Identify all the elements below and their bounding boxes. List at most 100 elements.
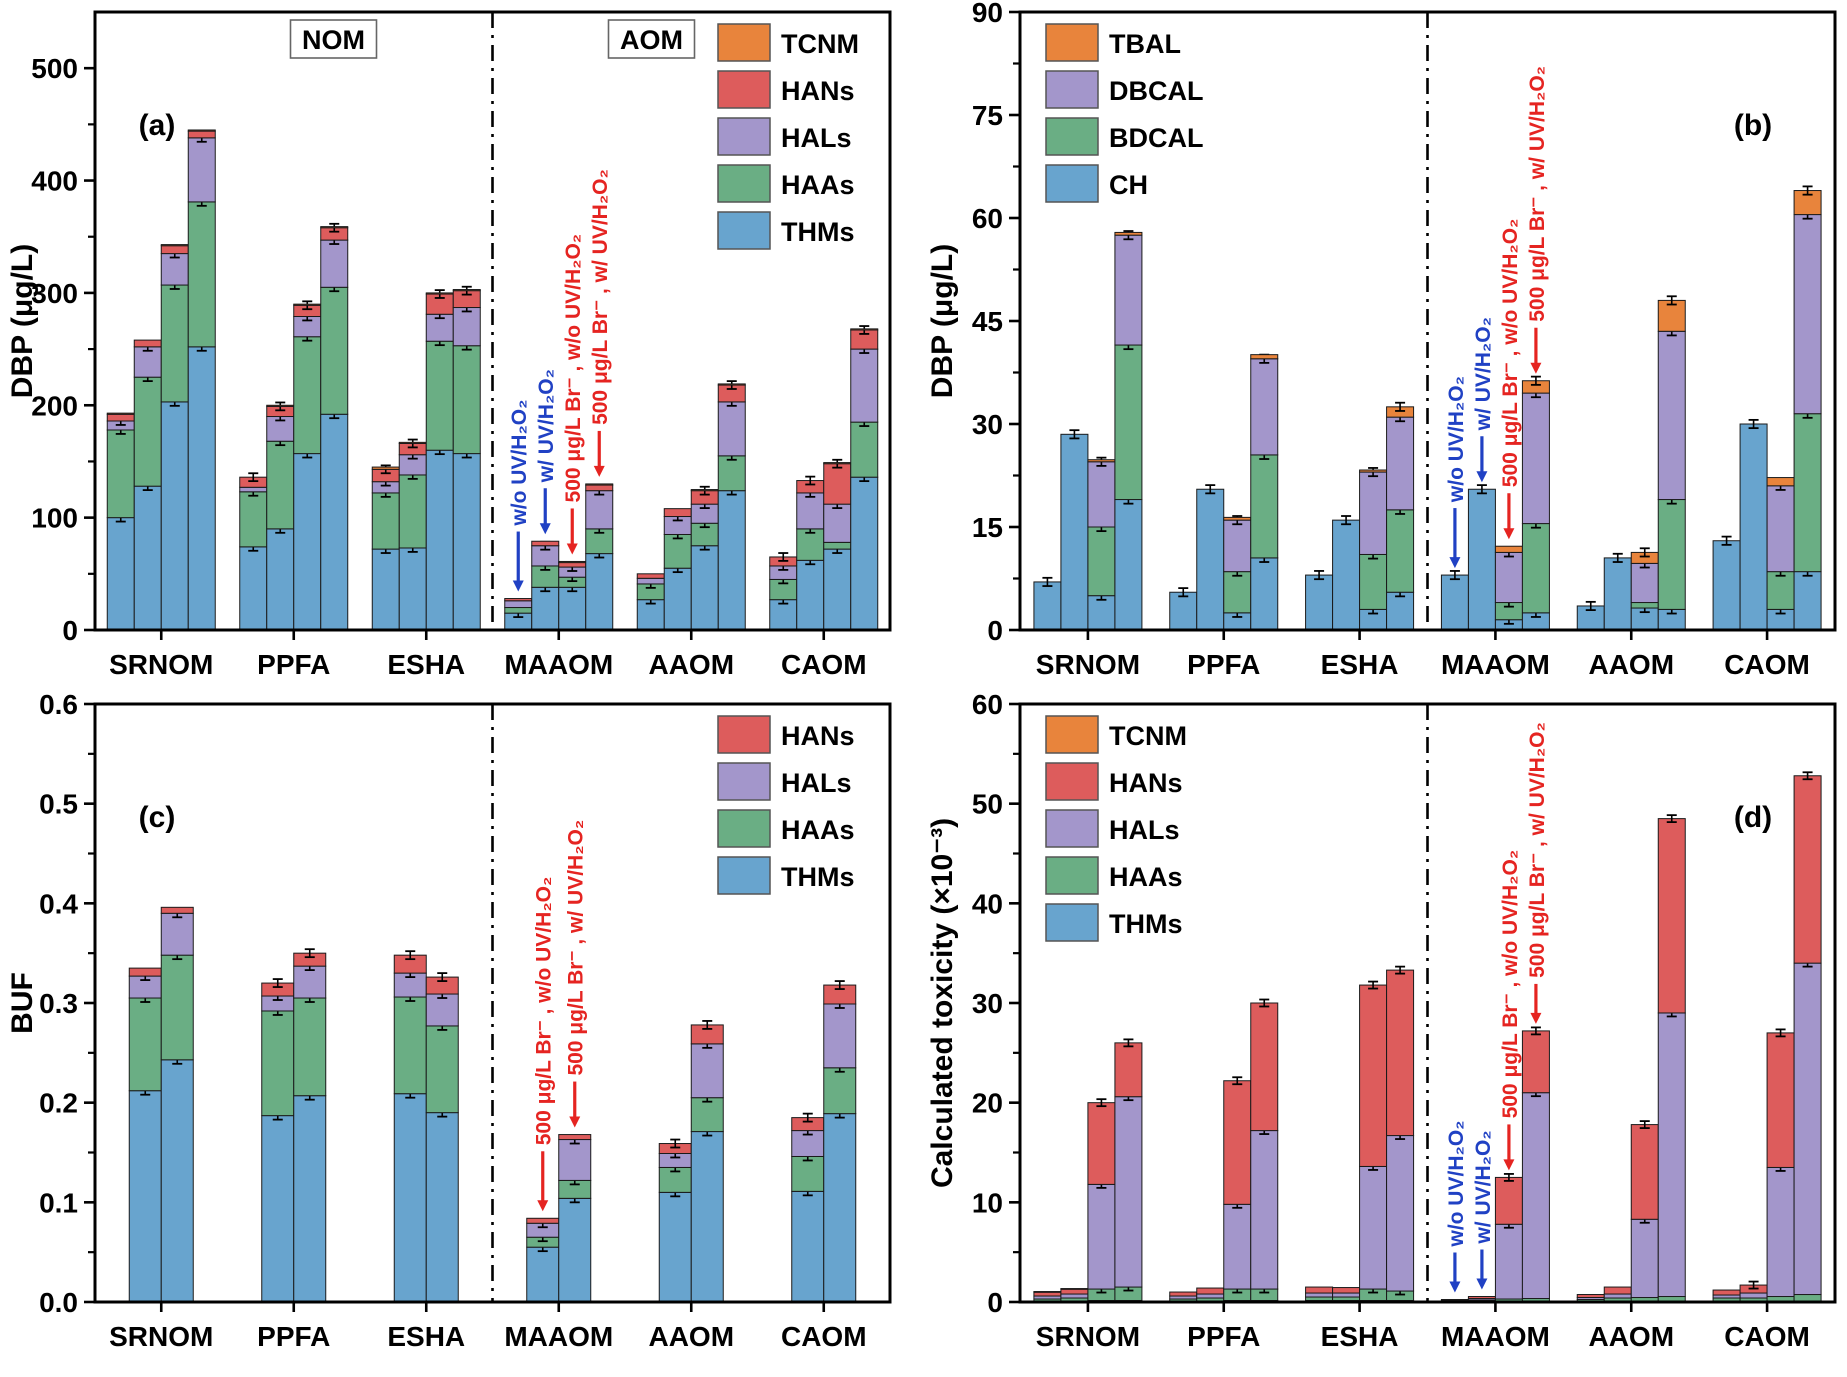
bar-segment-hals <box>1114 1096 1143 1288</box>
y-tick-label: 30 <box>972 988 1003 1019</box>
bar-segment-hals <box>850 348 879 423</box>
annotation-arrowhead <box>1530 362 1542 374</box>
bar-segment-thms <box>128 1090 162 1303</box>
y-tick-label: 0.6 <box>39 690 78 720</box>
bar-segment-bdcal <box>1521 523 1550 614</box>
legend-label: HAAs <box>1109 862 1183 892</box>
bar-segment-hans <box>133 339 162 348</box>
bar-segment-ch <box>1793 571 1822 631</box>
annotation-arrowhead <box>1503 528 1515 540</box>
y-tick-label: 400 <box>31 166 78 197</box>
x-category-label: CAOM <box>781 649 867 680</box>
legend-swatch-hals <box>717 762 771 801</box>
bar-segment-ch <box>1060 433 1089 631</box>
region-label: AOM <box>620 25 683 55</box>
bar-segment-hals <box>293 965 327 999</box>
panel-letter: (c) <box>139 801 176 834</box>
y-tick-label: 0.2 <box>39 1088 78 1119</box>
bar-segment-thms <box>261 1115 295 1303</box>
legend-group: TCNM HANs HALs HAAs THMs <box>717 23 859 250</box>
bar-segment-haas <box>1630 1297 1659 1302</box>
annotation-label: 500 μg/L Br⁻ , w/ UV/H₂O₂ <box>1526 722 1549 978</box>
x-category-label: SRNOM <box>1036 1321 1140 1352</box>
bar-segment-bdcal <box>1793 413 1822 573</box>
x-category-label: SRNOM <box>109 649 213 680</box>
bar-segment-hans <box>558 1134 592 1141</box>
bar-segment-thms <box>393 1093 427 1303</box>
region-label-box <box>607 19 696 59</box>
legend-label: HAAs <box>781 815 855 845</box>
bar-segment-hals <box>1386 1135 1415 1292</box>
bar-segment-haas <box>128 997 162 1092</box>
bar-segment-haas <box>504 607 533 614</box>
bar-segment-tcnm <box>160 244 189 247</box>
bar-segment-thms <box>293 453 322 631</box>
bar-segment-hans <box>1657 818 1686 1014</box>
annotation-arrowhead <box>569 1116 581 1128</box>
bar-segment-thms <box>636 599 665 631</box>
y-tick-label: 60 <box>972 203 1003 234</box>
legend-label: HALs <box>1109 815 1180 845</box>
bar-segment-hans <box>1196 1287 1225 1295</box>
y-tick-label: 10 <box>972 1187 1003 1218</box>
x-category-label: ESHA <box>1321 649 1399 680</box>
bar-segment-haas <box>398 474 427 549</box>
x-category-label: PPFA <box>257 649 330 680</box>
bar-segment-thms <box>823 548 852 631</box>
bar-segment-haas <box>320 286 349 415</box>
y-tick-label: 20 <box>972 1088 1003 1119</box>
annotation-arrowhead <box>537 1200 549 1212</box>
bar-segment-bdcal <box>1223 571 1252 614</box>
annotation-label: 500 μg/L Br⁻ , w/o UV/H₂O₂ <box>1499 219 1522 488</box>
legend-swatch-thms <box>717 856 771 895</box>
bar-segment-hals <box>425 993 459 1027</box>
legend-swatch-hans <box>717 70 771 109</box>
annotation-label: 500 μg/L Br⁻ , w/o UV/H₂O₂ <box>533 877 556 1146</box>
bars-group <box>1033 185 1822 631</box>
legend-label: THMs <box>781 862 855 892</box>
bar-segment-tcnm <box>425 292 454 295</box>
bar-segment-haas <box>823 541 852 550</box>
bar-segment-tcnm <box>585 483 614 486</box>
legend-swatch-thms <box>1045 903 1099 942</box>
legend-swatch-hans <box>1045 762 1099 801</box>
legend-label: HALs <box>781 123 852 153</box>
bar-segment-hals <box>796 492 825 530</box>
legend-group: TBAL DBCAL BDCAL CH <box>1045 23 1204 203</box>
bar-segment-hans <box>1603 1286 1632 1295</box>
bar-segment-hals <box>239 486 268 493</box>
legend-label: THMs <box>1109 909 1183 939</box>
bar-segment-thms <box>425 449 454 631</box>
y-tick-label: 60 <box>972 690 1003 720</box>
y-tick-label: 30 <box>972 409 1003 440</box>
annotation-label: 500 μg/L Br⁻ , w/o UV/H₂O₂ <box>1499 850 1522 1119</box>
bar-segment-thms <box>320 413 349 631</box>
y-tick-label: 0.0 <box>39 1287 78 1318</box>
bar-segment-hals <box>1250 1130 1279 1290</box>
bar-segment-dbcal <box>1494 551 1523 604</box>
bars-group <box>106 129 879 631</box>
bar-segment-hans <box>1630 1124 1659 1220</box>
bar-segment-tcnm <box>452 289 481 292</box>
bar-segment-hans <box>1332 1287 1361 1294</box>
bar-segment-dbcal <box>1657 330 1686 501</box>
bar-segment-haas <box>293 997 327 1097</box>
bar-segment-dbcal <box>1087 461 1116 528</box>
bar-segment-hans <box>1250 1002 1279 1132</box>
bar-segment-thms <box>160 1059 194 1303</box>
bar-segment-hals <box>823 1003 857 1069</box>
bar-segment-tcnm <box>717 383 746 386</box>
legend-label: HALs <box>781 768 852 798</box>
axes-group: 0 10 20 30 40 50 60 SRNOM PPFA ESHA MAAOM AAOM CAOM C… <box>926 689 1837 1352</box>
bar-segment-haas <box>796 528 825 561</box>
bar-segment-hans <box>1359 984 1388 1167</box>
bar-segment-haas <box>690 1097 724 1133</box>
y-tick-label: 15 <box>972 512 1003 543</box>
y-tick-label: 0.1 <box>39 1187 78 1218</box>
y-tick-label: 45 <box>972 306 1003 337</box>
bar-segment-haas <box>850 421 879 478</box>
bar-segment-hals <box>504 600 533 609</box>
annotation-label: w/o UV/H₂O₂ <box>508 400 531 527</box>
bar-segment-thms <box>526 1246 560 1303</box>
